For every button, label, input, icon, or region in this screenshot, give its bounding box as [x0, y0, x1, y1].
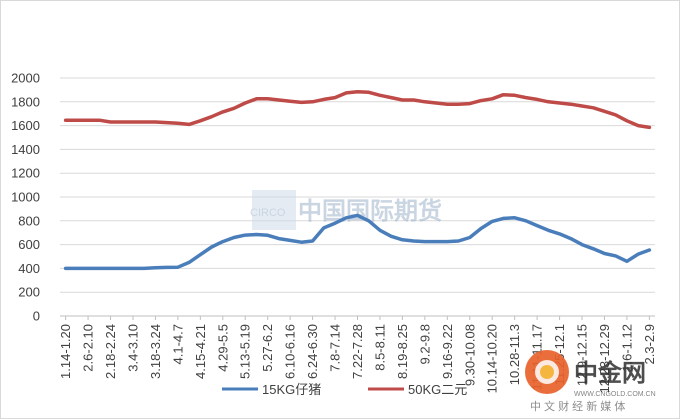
x-tick-label: 4.15-4.21 — [193, 324, 208, 379]
cngold-logo-slogan: 中 文 财 经 新 媒 体 — [530, 399, 625, 413]
x-tick-label: 1.6-1.12 — [619, 324, 634, 372]
x-tick-label: 6.24-6.30 — [305, 324, 320, 379]
x-tick-label: 1.14-1.20 — [58, 324, 73, 379]
x-tick-label: 10.14-10.20 — [485, 324, 500, 393]
x-tick-label: 10.28-11.3 — [507, 324, 522, 385]
y-tick-label: 600 — [18, 237, 40, 252]
x-tick-label: 9.30-10.08 — [462, 324, 477, 386]
legend-label-15kg: 15KG仔猪 — [262, 382, 321, 397]
circo-watermark-text: CIRCO — [250, 207, 286, 219]
series-line-50kg — [63, 89, 652, 130]
x-tick-label: 6.10-6.16 — [283, 324, 298, 379]
legend: 15KG仔猪 50KG二元 — [222, 382, 467, 397]
cngold-logo: 中金网 WWW.CNGOLD.COM.CN 中 文 财 经 新 媒 体 — [525, 350, 656, 413]
x-tick-label: 3.18-3.24 — [148, 324, 163, 379]
x-tick-label: 5.13-5.19 — [238, 324, 253, 379]
x-tick-label: 5.27-6.2 — [260, 324, 275, 372]
legend-label-50kg: 50KG二元 — [408, 382, 467, 397]
y-tick-label: 0 — [33, 309, 40, 324]
x-tick-label: 7.8-7.14 — [328, 324, 343, 372]
y-axis-ticks: 0 200 400 600 800 1000 1200 1400 1600 1800 2000 — [11, 71, 40, 324]
x-tick-label: 2.6-2.10 — [81, 324, 96, 372]
cngold-logo-cn: 中金网 — [574, 359, 646, 387]
circo-watermark-mark — [252, 190, 296, 230]
x-axis-ticks: 1.14-1.20 2.6-2.10 2.18-2.24 3.4-3.10 3.18-3… — [58, 316, 657, 393]
gridlines — [60, 77, 655, 293]
series-line-15kg — [63, 213, 652, 271]
y-tick-label: 2000 — [11, 71, 40, 86]
x-tick-label: 9.2-9.8 — [417, 324, 432, 364]
x-tick-label: 8.5-8.11 — [372, 324, 387, 371]
y-tick-label: 400 — [18, 261, 40, 276]
y-tick-label: 1600 — [11, 118, 40, 133]
x-tick-label: 7.22-7.28 — [350, 324, 365, 379]
x-tick-label: 12.9-12.15 — [575, 324, 590, 386]
x-tick-label: 2.3-2.9 — [642, 324, 657, 364]
series-layer — [63, 89, 652, 271]
x-tick-label: 3.4-3.10 — [125, 324, 140, 372]
y-tick-label: 1200 — [11, 166, 40, 181]
y-tick-label: 1400 — [11, 142, 40, 157]
x-tick-label: 9.16-9.22 — [440, 324, 455, 379]
x-tick-label: 4.1-4.7 — [170, 324, 185, 364]
y-tick-label: 1000 — [11, 190, 40, 205]
cngold-logo-url: WWW.CNGOLD.COM.CN — [574, 391, 656, 398]
y-tick-label: 200 — [18, 285, 40, 300]
x-tick-label: 2.18-2.24 — [103, 324, 118, 379]
x-tick-label: 4.29-5.5 — [215, 324, 230, 372]
y-tick-label: 1800 — [11, 94, 40, 109]
x-tick-label: 12.23-12.29 — [597, 324, 612, 393]
circo-watermark: CIRCO 中国国际期货 — [250, 190, 442, 230]
y-tick-label: 800 — [18, 213, 40, 228]
cngold-logo-icon-core — [540, 365, 554, 379]
x-tick-label: 8.19-8.25 — [395, 324, 410, 379]
